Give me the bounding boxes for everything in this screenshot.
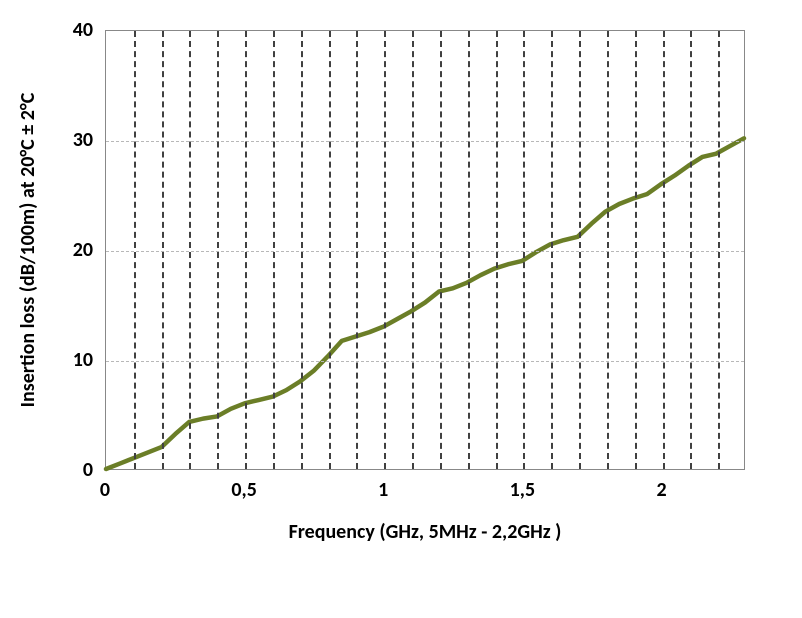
y-tick-label: 20 [53,238,93,262]
v-gridline [440,31,442,469]
x-axis-label: Frequency (GHz, 5MHz - 2,2GHz ) [289,520,562,544]
v-gridline [412,31,414,469]
y-tick-label: 40 [53,18,93,42]
v-gridline [523,31,525,469]
x-tick-label: 1 [378,478,388,502]
x-tick-label: 1,5 [510,478,535,502]
v-gridline [189,31,191,469]
insertion-loss-line [106,138,744,469]
v-gridline [245,31,247,469]
v-gridline [273,31,275,469]
x-tick-label: 2 [656,478,666,502]
v-gridline [579,31,581,469]
y-tick-label: 0 [53,458,93,482]
v-gridline [356,31,358,469]
v-gridline [496,31,498,469]
v-gridline [384,31,386,469]
insertion-loss-chart: Insertion loss (dB/100m) at 20°C ± 2°C F… [0,0,802,618]
v-gridline [329,31,331,469]
h-gridline [106,361,744,362]
v-gridline [301,31,303,469]
v-gridline [134,31,136,469]
v-gridline [468,31,470,469]
plot-area [105,30,745,470]
x-tick-label: 0 [100,478,110,502]
v-gridline [635,31,637,469]
v-gridline [663,31,665,469]
h-gridline [106,251,744,252]
x-tick-label: 0,5 [231,478,256,502]
v-gridline [607,31,609,469]
v-gridline [551,31,553,469]
y-tick-label: 30 [53,128,93,152]
line-layer [106,31,744,469]
v-gridline [217,31,219,469]
v-gridline [718,31,720,469]
y-tick-label: 10 [53,348,93,372]
y-axis-label: Insertion loss (dB/100m) at 20°C ± 2°C [16,93,40,408]
h-gridline [106,141,744,142]
v-gridline [690,31,692,469]
v-gridline [162,31,164,469]
